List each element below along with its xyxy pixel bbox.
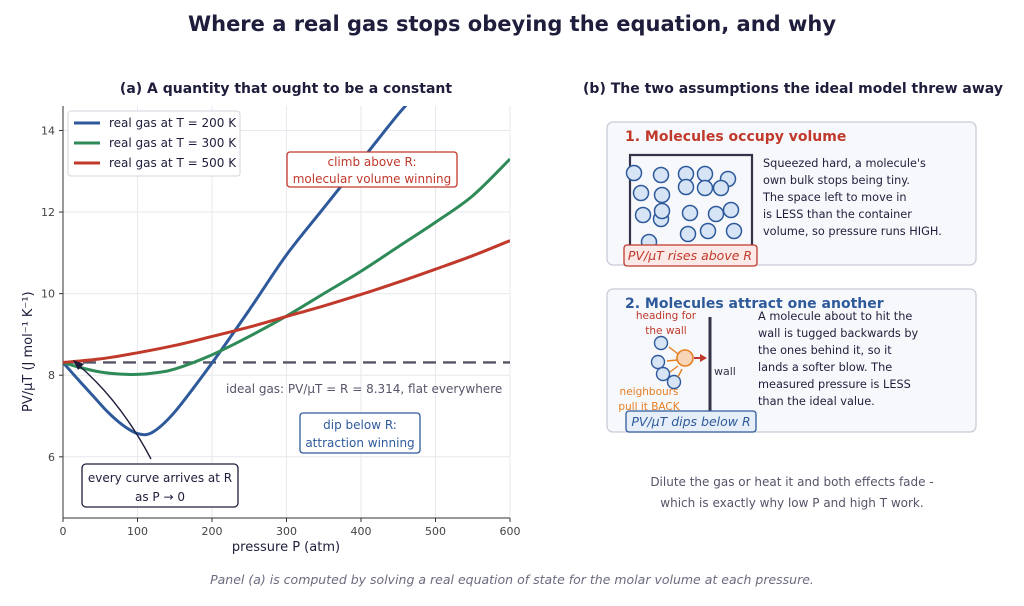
molecule-circle [696, 179, 714, 197]
molecule-circle [652, 166, 670, 184]
card-volume-line-5: volume, so pressure runs HIGH. [763, 225, 942, 238]
card-attraction-line-5: measured pressure is LESS [758, 378, 911, 391]
y-tick-label: 8 [48, 369, 55, 382]
card-attraction-line-2: wall is tugged backwards by [758, 327, 919, 340]
neighbours-label-1: neighbours [620, 386, 679, 398]
card-volume-line-1: Squeezed hard, a molecule's [763, 157, 926, 170]
card-volume-badge: PV/μT rises above R [628, 248, 752, 263]
card-volume-line-3: The space left to move in [762, 191, 907, 204]
x-tick-label: 600 [500, 525, 521, 538]
molecule-circle [712, 179, 730, 197]
limit-label-line-1: every curve arrives at R [88, 471, 232, 485]
panel-a-chart: 0 100 200 300 400 500 600 6 8 10 12 14 ideal gas: P… [21, 106, 520, 555]
summary-line-1: Dilute the gas or heat it and both effec… [650, 475, 934, 489]
wall-label: wall [714, 365, 736, 378]
molecule-circle [699, 222, 717, 240]
x-tick-label: 100 [127, 525, 148, 538]
x-tick-label: 300 [276, 525, 297, 538]
card-attraction: 2. Molecules attract one another heading… [606, 288, 977, 433]
molecule-circle [677, 178, 695, 196]
panel-b-title: (b) The two assumptions the ideal model … [583, 81, 1003, 97]
ideal-gas-label: ideal gas: PV/μT = R = 8.314, flat every… [226, 382, 502, 396]
card-attraction-line-3: the ones behind it, so it [758, 344, 892, 357]
molecule-circle [653, 202, 671, 220]
panel-a-title: (a) A quantity that ought to be a consta… [119, 81, 453, 97]
molecule-circle [681, 204, 699, 222]
series-line-2 [63, 239, 510, 364]
card-volume-heading: 1. Molecules occupy volume [625, 129, 846, 145]
y-tick-label: 10 [41, 288, 55, 301]
card-volume-line-2: own bulk stops being tiny. [763, 174, 910, 187]
molecule-circle [632, 184, 650, 202]
legend-label-200k: real gas at T = 200 K [109, 116, 237, 130]
x-tick-label: 500 [425, 525, 446, 538]
card-volume-line-4: is LESS than the container [763, 208, 912, 221]
x-tick-label: 400 [351, 525, 372, 538]
summary-line-2: which is exactly why low P and high T wo… [660, 496, 924, 510]
neighbour-molecules [650, 335, 682, 390]
dip-label-line-1: dip below R: [323, 418, 397, 432]
axis-ticks: 0 100 200 300 400 500 600 6 8 10 12 14 [41, 124, 520, 538]
footer-note: Panel (a) is computed by solving a real … [210, 572, 814, 587]
y-tick-label: 6 [48, 451, 55, 464]
card-attraction-line-4: lands a softer blow. The [758, 361, 892, 374]
chart-legend: real gas at T = 200 K real gas at T = 30… [67, 110, 241, 177]
y-axis-label: PV/μT (J mol⁻¹ K⁻¹) [21, 291, 36, 412]
molecule-circle [722, 201, 740, 219]
x-tick-label: 200 [202, 525, 223, 538]
x-axis-label: pressure P (atm) [232, 540, 340, 555]
series-line-1 [63, 157, 510, 376]
limit-label-line-2: as P → 0 [135, 490, 185, 504]
card-attraction-badge: PV/μT dips below R [631, 414, 750, 429]
summary-text: Dilute the gas or heat it and both effec… [612, 472, 972, 514]
pull-arrows [666, 346, 683, 378]
legend-label-500k: real gas at T = 500 K [109, 156, 237, 170]
dip-label-line-2: attraction winning [305, 436, 414, 450]
climb-annotation: climb above R: molecular volume winning [286, 151, 458, 188]
climb-label-line-2: molecular volume winning [293, 172, 452, 186]
molecule-circle [725, 222, 743, 240]
molecule-circle [679, 225, 697, 243]
legend-label-300k: real gas at T = 300 K [109, 136, 237, 150]
molecule-circle [707, 205, 725, 223]
limit-annotation: every curve arrives at R as P → 0 [73, 360, 239, 508]
card-attraction-line-6: than the ideal value. [758, 395, 875, 408]
y-tick-label: 12 [41, 206, 55, 219]
molecule-circle [634, 206, 652, 224]
molecule-circle [625, 164, 643, 182]
x-tick-label: 0 [60, 525, 67, 538]
card-volume: 1. Molecules occupy volume PV/μT rises a… [606, 121, 977, 267]
card-attraction-heading: 2. Molecules attract one another [625, 296, 884, 312]
page-title: Where a real gas stops obeying the equat… [187, 12, 837, 36]
neighbours-label-2: pull it BACK [618, 401, 680, 413]
card-attraction-line-1: A molecule about to hit the [758, 310, 912, 323]
molecule-circle [653, 186, 671, 204]
container-box [628, 153, 754, 254]
climb-label-line-1: climb above R: [327, 155, 416, 169]
approaching-molecule [676, 349, 694, 367]
molecule-circle [696, 165, 714, 183]
heading-for-label-2: the wall [645, 325, 686, 337]
heading-for-label-1: heading for [636, 310, 697, 322]
dip-annotation: dip below R: attraction winning [299, 412, 421, 454]
y-tick-label: 14 [41, 124, 55, 137]
